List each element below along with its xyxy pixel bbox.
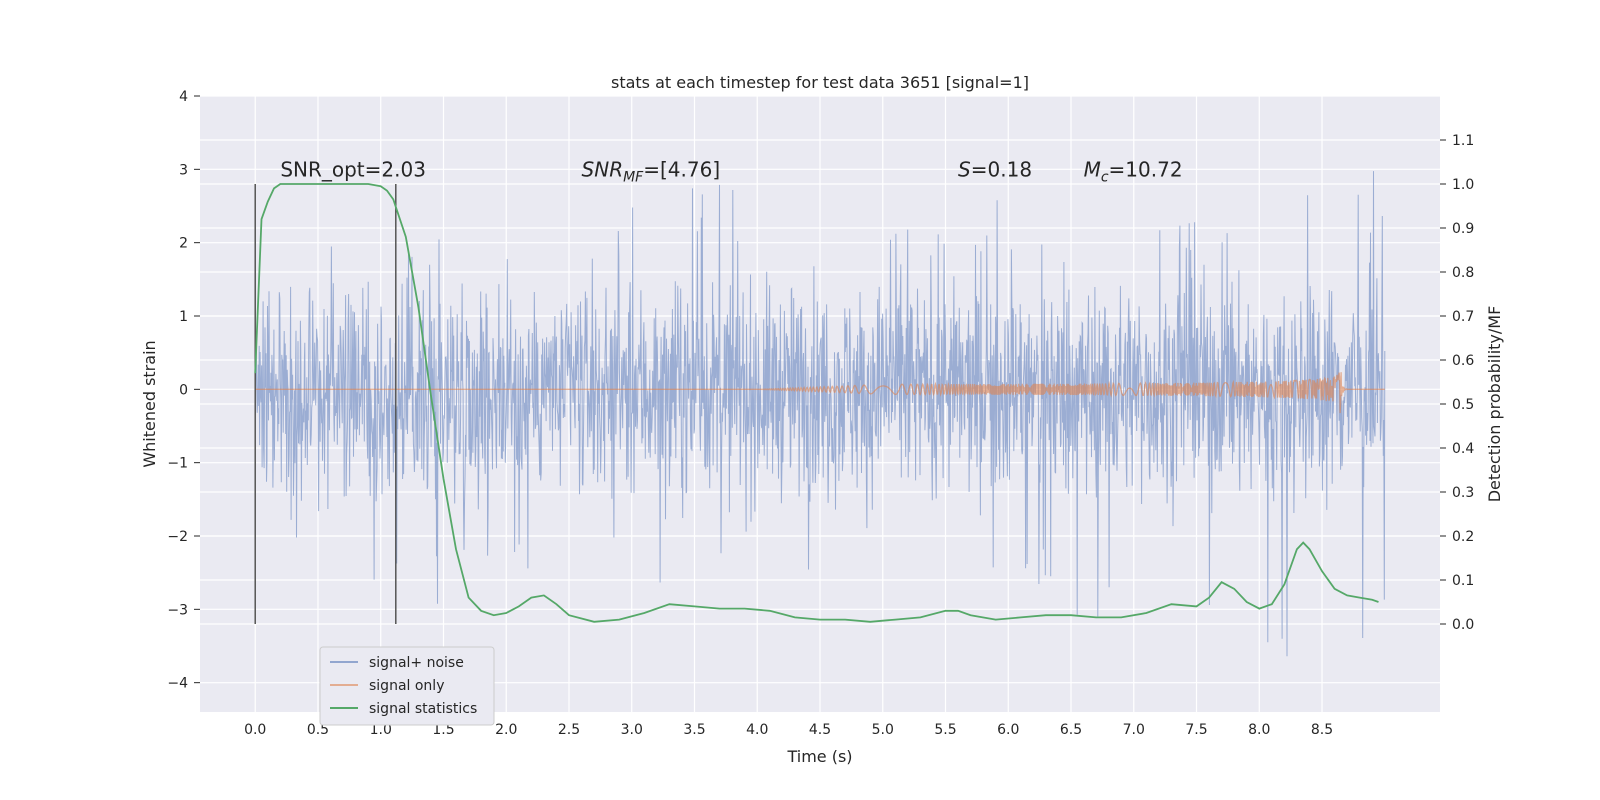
x-tick-label: 4.5	[809, 722, 831, 738]
x-tick-label: 7.5	[1185, 722, 1207, 738]
annotation-symbol: M	[1084, 158, 1101, 182]
grid	[200, 95, 1440, 712]
y-right-axis-label: Detection probability/MF	[1485, 306, 1504, 503]
y-tick-label: 2	[179, 236, 188, 252]
y-right-tick-label: 0.5	[1452, 397, 1474, 413]
y-tick-label: −2	[167, 529, 188, 545]
x-axis-ticks: 0.0 0.5 1.0 1.5 2.0 2.5 3.0 3.5 4.0 4.5 5.0 5.5 6.0 6…	[244, 722, 1333, 738]
x-tick-label: 6.5	[1060, 722, 1082, 738]
x-tick-label: 4.0	[746, 722, 768, 738]
y-right-tick-label: 1.1	[1452, 133, 1474, 149]
annotation-value: =0.18	[971, 158, 1032, 182]
legend-label-signal-noise: signal+ noise	[369, 655, 464, 671]
x-tick-label: 8.5	[1311, 722, 1333, 738]
series-signal-noise	[254, 171, 1386, 657]
x-tick-label: 5.0	[872, 722, 894, 738]
legend-label-signal-only: signal only	[369, 678, 444, 694]
annotation-symbol: SNR	[582, 158, 624, 182]
chart-title: stats at each timestep for test data 365…	[611, 73, 1029, 92]
y-right-axis-ticks: 1.1 1.0 0.9 0.8 0.7 0.6 0.5 0.4 0.3 0.2 0.1 0.0	[1440, 133, 1474, 633]
y-right-tick-label: 0.2	[1452, 529, 1474, 545]
annotation-subscript: MF	[623, 170, 644, 186]
y-right-tick-label: 0.8	[1452, 265, 1474, 281]
series-layer	[254, 171, 1386, 657]
y-tick-label: 4	[179, 89, 188, 105]
y-tick-label: 1	[179, 309, 188, 325]
x-tick-label: 5.5	[934, 722, 956, 738]
x-tick-label: 3.5	[683, 722, 705, 738]
y-right-tick-label: 0.7	[1452, 309, 1474, 325]
annotation-value: =[4.76]	[643, 158, 720, 182]
y-axis-label: Whitened strain	[140, 340, 159, 467]
x-tick-label: 8.0	[1248, 722, 1270, 738]
y-right-tick-label: 0.3	[1452, 485, 1474, 501]
y-tick-label: −3	[167, 602, 188, 618]
y-right-tick-label: 0.6	[1452, 353, 1474, 369]
annotation-symbol: S	[958, 158, 971, 182]
annotation-value: =10.72	[1109, 158, 1183, 182]
x-tick-label: 0.5	[307, 722, 329, 738]
y-tick-label: 3	[179, 162, 188, 178]
annotation-text: Mc=10.72	[1084, 158, 1183, 186]
annotation-text: SNR_opt=2.03	[280, 158, 426, 182]
y-right-tick-label: 0.9	[1452, 221, 1474, 237]
y-right-tick-label: 1.0	[1452, 177, 1474, 193]
series-signal-statistics	[254, 183, 1379, 623]
x-tick-label: 6.0	[997, 722, 1019, 738]
x-tick-label: 3.0	[621, 722, 643, 738]
x-tick-label: 1.0	[370, 722, 392, 738]
x-tick-label: 7.0	[1123, 722, 1145, 738]
legend: signal+ noise signal only signal statist…	[319, 646, 495, 726]
y-tick-label: 0	[179, 382, 188, 398]
legend-box	[319, 646, 495, 726]
y-right-tick-label: 0.1	[1452, 573, 1474, 589]
x-axis-label: Time (s)	[786, 747, 852, 766]
y-axis-ticks: 4 3 2 1 0 −1 −2 −3 −4	[167, 89, 200, 692]
annotation-text: SNRMF=[4.76]	[582, 158, 721, 186]
y-right-tick-label: 0.4	[1452, 441, 1474, 457]
annotation-subscript: c	[1101, 170, 1109, 186]
series-signal-only	[255, 372, 1385, 414]
x-tick-label: 2.5	[558, 722, 580, 738]
y-tick-label: −4	[167, 676, 188, 692]
x-tick-label: 2.0	[495, 722, 517, 738]
y-tick-label: −1	[167, 456, 188, 472]
annotation-text: S=0.18	[958, 158, 1032, 182]
y-right-tick-label: 0.0	[1452, 617, 1474, 633]
x-tick-label: 1.5	[432, 722, 454, 738]
legend-label-signal-statistics: signal statistics	[369, 701, 477, 717]
annotations: SNR_opt=2.03 SNRMF=[4.76] S=0.18 Mc=10.72	[280, 158, 1182, 186]
x-tick-label: 0.0	[244, 722, 266, 738]
